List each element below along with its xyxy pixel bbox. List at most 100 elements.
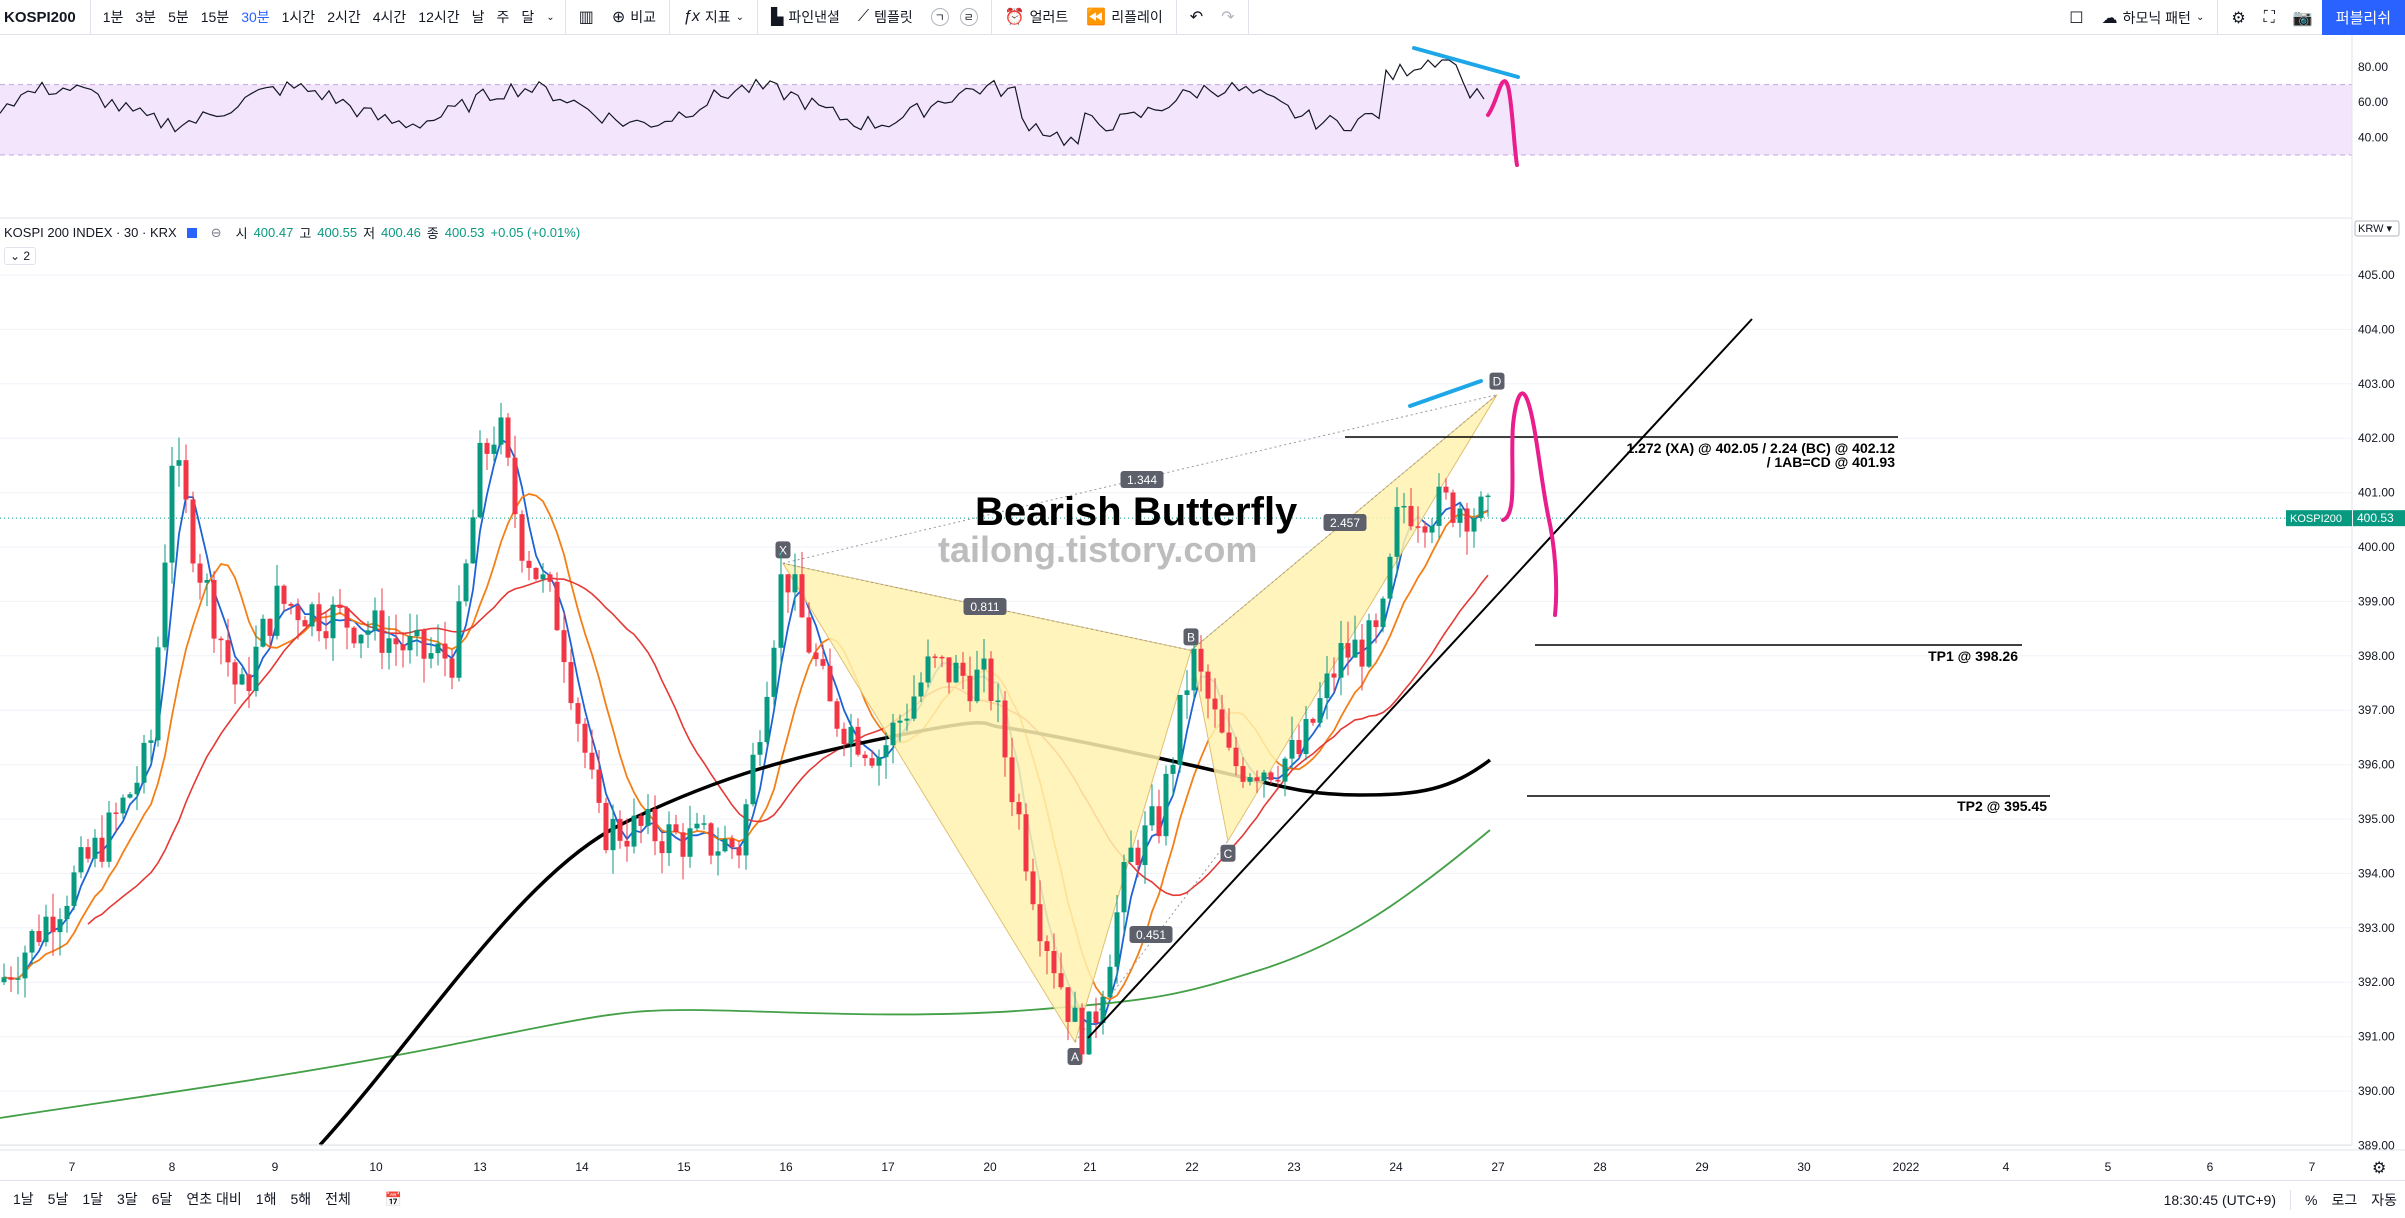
redo-button[interactable]: ↷ bbox=[1212, 0, 1243, 35]
candle-body bbox=[50, 916, 56, 933]
candle-body bbox=[302, 620, 308, 627]
candle-body bbox=[1065, 987, 1071, 1022]
candle-body bbox=[505, 417, 511, 458]
settings-button[interactable]: ⚙ bbox=[2222, 0, 2254, 35]
replay-button[interactable]: ⏪ 리플레이 bbox=[1086, 9, 1163, 26]
time-label: 20 bbox=[983, 1160, 997, 1174]
interval-3[interactable]: 15분 bbox=[200, 9, 230, 25]
ratio-xad-bg bbox=[1120, 471, 1164, 488]
indicators-button[interactable]: ƒx 지표 ⌄ bbox=[682, 8, 745, 25]
candle-body bbox=[540, 574, 546, 580]
time-axis[interactable]: 7 8 9 10 13 14 15 16 17 20 21 22 23 24 27 28 29 30 2022 4 5 6… bbox=[0, 1144, 2405, 1177]
range-3[interactable]: 3달 bbox=[117, 1191, 138, 1207]
candle-body bbox=[344, 607, 350, 628]
interval-11[interactable]: 달 bbox=[521, 9, 535, 25]
candle-body bbox=[1002, 700, 1008, 758]
price-label: 399.00 bbox=[2358, 594, 2395, 608]
range-1[interactable]: 5날 bbox=[47, 1191, 69, 1207]
candle-body bbox=[533, 567, 539, 580]
moving-averages bbox=[0, 438, 1492, 1147]
interval-9[interactable]: 날 bbox=[471, 9, 485, 25]
percent-toggle[interactable]: % bbox=[2305, 1191, 2318, 1208]
candle-body bbox=[1401, 505, 1407, 508]
range-6[interactable]: 1해 bbox=[255, 1191, 277, 1207]
tp2-label: TP2 @ 395.45 bbox=[1957, 798, 2047, 814]
compare-button[interactable]: ⊕ 비교 bbox=[611, 9, 656, 26]
candle-body bbox=[64, 905, 70, 920]
price-axis[interactable]: 405.00 404.00 403.00 402.00 401.00 400.00 399.… bbox=[2286, 35, 2405, 1152]
candle-body bbox=[43, 916, 49, 943]
rsi-divergence-line bbox=[1412, 46, 1520, 79]
rsi-label: 80.00 bbox=[2358, 60, 2388, 74]
point-b-bg bbox=[1183, 628, 1199, 646]
range-list: 1날 5날 1달 3달 6달 연초 대비 1해 5해 전체 bbox=[0, 1189, 358, 1209]
publish-button[interactable]: 퍼블리쉬 bbox=[2321, 0, 2405, 35]
chart-style-button[interactable]: ▥ bbox=[570, 0, 603, 35]
interval-8[interactable]: 12시간 bbox=[418, 9, 460, 25]
time-label: 4 bbox=[2003, 1160, 2010, 1174]
time-label: 7 bbox=[2309, 1160, 2316, 1174]
pine-button[interactable]: ▙ 파인낸셜 bbox=[771, 9, 840, 26]
candle-body bbox=[876, 757, 882, 766]
candle-body bbox=[337, 604, 343, 608]
legend-collapse-button[interactable]: ⌄ 2 bbox=[4, 247, 37, 265]
ratio-xad: 1.344 bbox=[1127, 473, 1157, 487]
interval-1[interactable]: 3분 bbox=[135, 9, 157, 25]
circle-icon-2: ㄹ bbox=[959, 8, 978, 26]
range-2[interactable]: 1달 bbox=[82, 1191, 104, 1207]
templates-button[interactable]: ⟋ 템플릿 bbox=[857, 8, 913, 25]
fullscreen-button[interactable]: ⛶ bbox=[2255, 0, 2284, 35]
magenta-rsi-mark bbox=[1486, 79, 1519, 167]
candle-body bbox=[1107, 966, 1113, 997]
log-toggle[interactable]: 로그 bbox=[2331, 1191, 2358, 1208]
candle-body bbox=[442, 643, 448, 659]
more-icon[interactable]: ⊖ bbox=[210, 224, 222, 240]
range-4[interactable]: 6달 bbox=[151, 1191, 173, 1207]
chart-canvas[interactable]: X A B C D 0.811 0.451 2.457 1.344 Bearish Butter… bbox=[0, 35, 2405, 1180]
point-a: A bbox=[1071, 1050, 1079, 1064]
range-8[interactable]: 전체 bbox=[325, 1191, 351, 1207]
interval-10[interactable]: 주 bbox=[496, 9, 510, 25]
range-7[interactable]: 5해 bbox=[290, 1191, 312, 1207]
candle-body bbox=[848, 726, 854, 745]
candle-body bbox=[218, 638, 224, 641]
point-d: D bbox=[1493, 375, 1502, 389]
clock[interactable]: 18:30:45 (UTC+9) bbox=[2163, 1191, 2277, 1208]
candle-body bbox=[8, 977, 14, 980]
price-label: 396.00 bbox=[2358, 758, 2395, 772]
chevron-down-icon[interactable]: ⌄ bbox=[546, 11, 555, 23]
candle-body bbox=[519, 514, 525, 561]
interval-6[interactable]: 2시간 bbox=[327, 9, 361, 25]
undo-button[interactable]: ↶ bbox=[1181, 0, 1212, 35]
interval-5[interactable]: 1시간 bbox=[281, 9, 316, 25]
symbol-search[interactable]: KOSPI200 bbox=[0, 0, 91, 35]
candle-body bbox=[1373, 620, 1379, 628]
candle-body bbox=[1261, 772, 1267, 781]
candle-body bbox=[1429, 525, 1435, 533]
candle-body bbox=[484, 442, 490, 454]
candle-body bbox=[967, 675, 973, 702]
interval-0[interactable]: 1분 bbox=[102, 9, 124, 25]
price-label: 391.00 bbox=[2358, 1030, 2395, 1044]
last-price-bg bbox=[2353, 510, 2405, 527]
price-label: 389.00 bbox=[2358, 1138, 2395, 1152]
flag-icon[interactable] bbox=[186, 227, 197, 238]
range-5[interactable]: 연초 대비 bbox=[186, 1191, 242, 1207]
auto-toggle[interactable]: 자동 bbox=[2371, 1191, 2397, 1208]
price-label: 397.00 bbox=[2358, 703, 2395, 717]
candle-body bbox=[1443, 486, 1449, 493]
range-0[interactable]: 1날 bbox=[13, 1191, 34, 1207]
interval-4[interactable]: 30분 bbox=[241, 9, 270, 25]
snapshot-button[interactable]: 📷 bbox=[2284, 0, 2322, 35]
layout-button[interactable]: ☐ bbox=[2060, 0, 2092, 35]
candle-body bbox=[134, 782, 140, 795]
interval-list: 1분 3분 5분 15분 30분 1시간 2시간 4시간 12시간 날 주 달 ⌄ bbox=[91, 7, 561, 27]
candle-body bbox=[1114, 912, 1120, 967]
harmonic-button[interactable]: ☁ 하모닉 패턴 ⌄ bbox=[2101, 9, 2205, 27]
interval-7[interactable]: 4시간 bbox=[372, 9, 407, 25]
date-range-button[interactable]: 📅 bbox=[378, 1191, 409, 1208]
interval-2[interactable]: 5분 bbox=[168, 9, 189, 25]
candle-body bbox=[1233, 747, 1239, 767]
alert-button[interactable]: ⏰ 얼러트 bbox=[1004, 9, 1069, 26]
